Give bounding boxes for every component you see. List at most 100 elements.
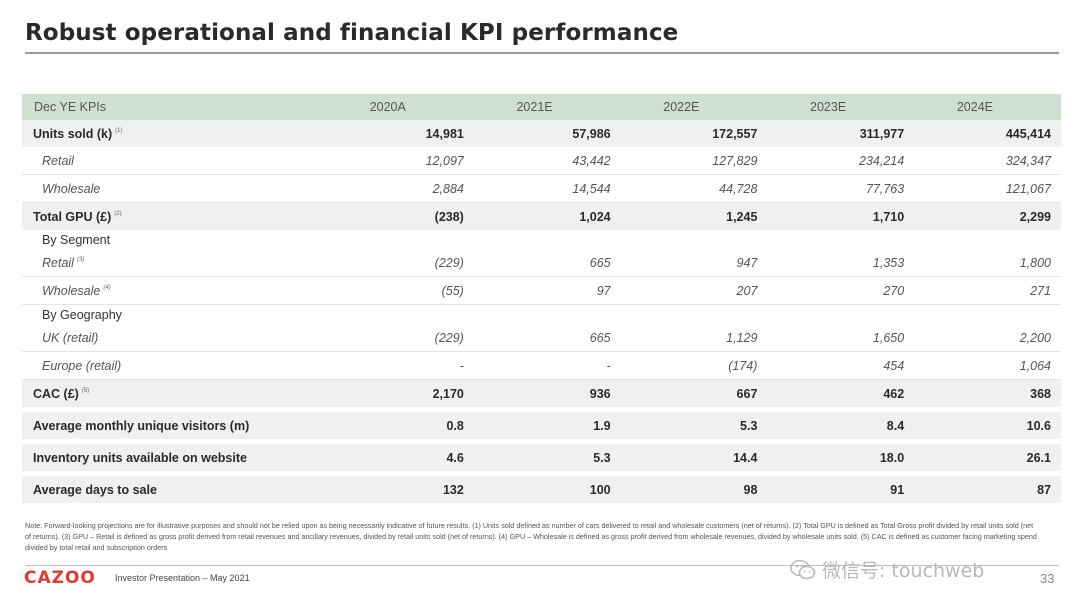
watermark-text: 微信号: touchweb — [822, 560, 985, 582]
value-cell: - — [473, 352, 621, 380]
row-label-text: Total GPU (£) — [33, 209, 112, 224]
value-cell: 132 — [327, 476, 474, 503]
value-cell: 14.4 — [620, 444, 768, 471]
column-header: 2020A — [369, 100, 406, 114]
kpi-row: Inventory units available on website 4.6 5… — [22, 444, 1061, 471]
table-header-row: Dec YE KPIs 2020A 2021E 2022E 2023E 2024… — [22, 94, 1061, 120]
value-cell: 18.0 — [767, 444, 915, 471]
value-cell: 665 — [473, 324, 621, 352]
value-cell: 311,977 — [767, 120, 915, 147]
kpi-subrow: UK (retail) (229) 665 1,129 1,650 2,200 — [22, 324, 1061, 352]
row-label-text: Wholesale — [42, 181, 101, 196]
value-cell: 5.3 — [620, 412, 768, 439]
row-label: Retail — [22, 147, 328, 175]
row-label: Total GPU (£) (2) — [22, 203, 328, 230]
value-cell: 0.8 — [327, 412, 474, 439]
row-label-text: Inventory units available on website — [33, 450, 247, 465]
value-cell: 91 — [767, 476, 915, 503]
column-header: 2021E — [516, 100, 553, 114]
row-label-text: Units sold (k) — [33, 126, 113, 141]
row-label: Retail (3) — [22, 249, 328, 277]
value-cell: 936 — [473, 380, 621, 407]
row-label-text: UK (retail) — [42, 330, 99, 345]
value-cell: 26.1 — [914, 444, 1061, 471]
value-cell: 87 — [914, 476, 1061, 503]
value-cell: 57,986 — [473, 120, 621, 147]
value-cell: 172,557 — [620, 120, 768, 147]
value-cell: 947 — [620, 249, 768, 277]
value-cell: 100 — [473, 476, 621, 503]
kpi-subrow: Wholesale 2,884 14,544 44,728 77,763 121,067 — [22, 175, 1061, 203]
value-cell: 324,347 — [914, 147, 1061, 175]
value-cell: 10.6 — [914, 412, 1061, 439]
page-title: Robust operational and financial KPI per… — [25, 20, 679, 46]
value-cell: 44,728 — [620, 175, 768, 203]
page-number: 33 — [1040, 571, 1055, 586]
group-label-row: By Segment — [22, 230, 1061, 249]
value-cell: (238) — [327, 203, 474, 230]
value-cell: (55) — [327, 277, 474, 305]
value-cell: (229) — [327, 249, 474, 277]
value-cell: 1,024 — [473, 203, 621, 230]
column-header: 2024E — [956, 100, 993, 114]
kpi-row: Units sold (k) (1) 14,981 57,986 172,557 311,… — [22, 120, 1061, 147]
value-cell: 1,710 — [767, 203, 915, 230]
value-cell: 1,245 — [620, 203, 768, 230]
row-label: Wholesale — [22, 175, 328, 203]
value-cell: 2,884 — [327, 175, 474, 203]
value-cell: 98 — [620, 476, 768, 503]
value-cell: 234,214 — [767, 147, 915, 175]
value-cell: 1.9 — [473, 412, 621, 439]
footnote-marker: (2) — [114, 211, 122, 218]
value-cell: (229) — [327, 324, 474, 352]
value-cell: 77,763 — [767, 175, 915, 203]
group-label-row: By Geography — [22, 305, 1061, 324]
value-cell: 1,353 — [767, 249, 915, 277]
row-label: By Segment — [22, 230, 1061, 249]
value-cell: 4.6 — [327, 444, 474, 471]
value-cell: 207 — [620, 277, 768, 305]
row-label: By Geography — [22, 305, 1061, 324]
row-label-text: By Geography — [42, 307, 122, 322]
value-cell: 14,544 — [473, 175, 621, 203]
row-label: Average monthly unique visitors (m) — [22, 412, 328, 439]
value-cell: 43,442 — [473, 147, 621, 175]
value-cell: 665 — [473, 249, 621, 277]
value-cell: 271 — [914, 277, 1061, 305]
row-label: CAC (£) (5) — [22, 380, 328, 407]
kpi-table: Dec YE KPIs 2020A 2021E 2022E 2023E 2024… — [22, 94, 1061, 503]
row-label-text: CAC (£) — [33, 386, 79, 401]
footer-text: Investor Presentation – May 2021 — [115, 573, 250, 583]
kpi-subrow: Wholesale (4) (55) 97 207 270 271 — [22, 277, 1061, 305]
value-cell: 5.3 — [473, 444, 621, 471]
watermark: 微信号: touchweb — [790, 556, 984, 583]
row-label: UK (retail) — [22, 324, 328, 352]
footnote-marker: (3) — [76, 257, 85, 264]
kpi-row: Total GPU (£) (2) (238) 1,024 1,245 1,710 2,29… — [22, 203, 1061, 230]
value-cell: 1,800 — [914, 249, 1061, 277]
row-label-text: Average monthly unique visitors (m) — [33, 418, 250, 433]
footnote-marker: (5) — [81, 388, 90, 395]
value-cell: 2,299 — [914, 203, 1061, 230]
row-label-text: Europe (retail) — [42, 358, 122, 373]
value-cell: - — [327, 352, 474, 380]
value-cell: 368 — [914, 380, 1061, 407]
row-label: Units sold (k) (1) — [22, 120, 328, 147]
row-label-text: Retail — [42, 153, 74, 168]
row-label: Average days to sale — [22, 476, 328, 503]
footnote-marker: (1) — [115, 128, 123, 135]
kpi-subrow: Europe (retail) - - (174) 454 1,064 — [22, 352, 1061, 380]
value-cell: 2,170 — [327, 380, 474, 407]
kpi-row: Average monthly unique visitors (m) 0.8 1.… — [22, 412, 1061, 439]
value-cell: (174) — [620, 352, 768, 380]
value-cell: 1,129 — [620, 324, 768, 352]
value-cell: 1,064 — [914, 352, 1061, 380]
table-body: Units sold (k) (1) 14,981 57,986 172,557 311,… — [22, 120, 1061, 503]
value-cell: 127,829 — [620, 147, 768, 175]
kpi-subrow: Retail 12,097 43,442 127,829 234,214 324,347 — [22, 147, 1061, 175]
kpi-subrow: Retail (3) (229) 665 947 1,353 1,800 — [22, 249, 1061, 277]
title-divider — [25, 52, 1059, 54]
footer-divider — [25, 565, 1059, 566]
row-label-text: Wholesale — [42, 283, 101, 298]
column-header: Dec YE KPIs — [34, 100, 107, 114]
